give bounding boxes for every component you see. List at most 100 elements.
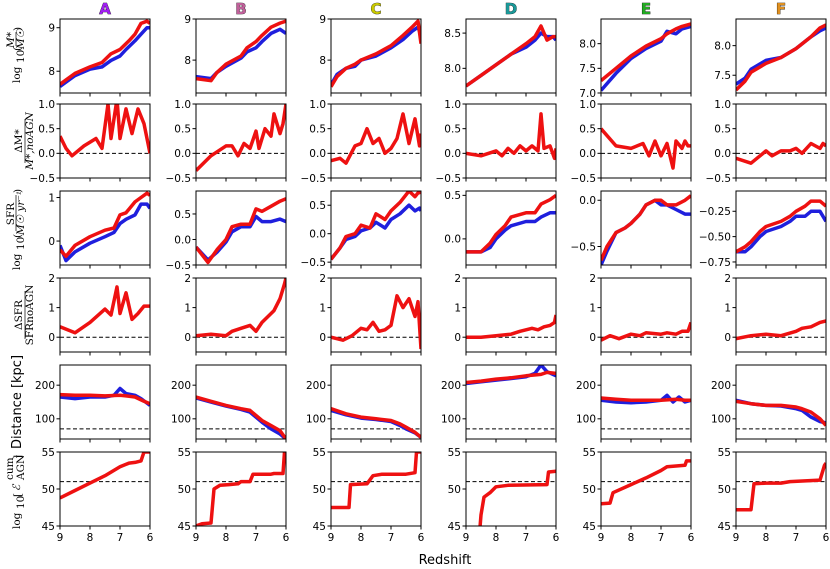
series-line-noagn [478,469,556,526]
series-line-agn [60,202,150,263]
y-tick-label: −0.5 [301,173,327,185]
panel-energy-D: 45 50 55 9 8 7 6 [448,447,560,544]
ylabel-symbol: ℰ [11,483,23,491]
y-tick-label: 0.0 [714,148,731,160]
x-tick-label: 9 [733,532,740,544]
x-tick-label: 7 [523,532,530,544]
panel-energy-C: 45 50 55 9 8 7 6 [313,447,425,544]
y-tick-label: 45 [583,521,596,533]
panel-frame [330,451,422,527]
ylabel-den: M☉ yr⁻¹ [15,191,27,236]
series-line-noagn [601,396,691,403]
y-tick-label: 0.5 [309,200,326,212]
x-tick-label: 9 [328,532,335,544]
ylabel-sub: 10 [15,237,27,250]
panel-frame [735,18,827,94]
y-tick-label: 100 [576,414,596,426]
series-line-noagn [331,294,421,350]
x-tick-label: 7 [388,532,395,544]
y-tick-label: 1 [319,302,326,314]
series-line-noagn [331,452,421,510]
y-tick-label: 45 [178,521,191,533]
y-tick-label: −0.5 [571,241,597,253]
ylabel-text: Distance [kpc] [10,355,25,449]
series-line-noagn [196,197,286,265]
ylabel-den: M☉ [15,28,27,50]
y-tick-label: −0.50 [699,231,731,243]
y-tick-label: 1.0 [444,99,461,111]
ylabel-paren: ) [12,27,24,31]
panel-frame [330,190,422,266]
x-tick-label: 8 [763,532,770,544]
y-axis-label-stellar-mass: log 10(M*M☉) [5,27,27,83]
y-tick-label: 0.5 [38,123,55,135]
panel-stellar-mass-A: 89 [48,18,151,97]
series-line-noagn [60,452,150,500]
y-tick-label: 200 [35,380,55,392]
ylabel-log: log [11,253,23,270]
y-tick-label: 1 [48,192,55,204]
y-tick-label: 8.0 [714,40,731,52]
y-tick-label: 8.5 [444,28,461,40]
panel-sfr-E: −0.5 0.0 [571,190,692,269]
series-line-agn [466,211,556,254]
series-line-noagn [466,24,556,88]
y-tick-label: 8 [48,66,55,78]
panel-energy-E: 45 50 55 9 8 7 6 [583,447,695,544]
series-line-noagn [601,127,691,170]
x-tick-label: 7 [793,532,800,544]
y-axis-label-mass-ratio: ΔM* M*,noAGN [13,111,36,170]
y-tick-label: 55 [42,447,55,459]
series-line-noagn [466,112,556,161]
y-tick-label: 2 [589,273,596,285]
panel-frame [735,190,827,266]
ylabel-num: ΔM* [13,128,25,152]
x-tick-label: 6 [418,532,425,544]
panel-sfr-ratio-D: 0 1 2 [454,273,557,356]
y-tick-label: −0.5 [436,173,462,185]
series-line-noagn [196,452,286,526]
x-tick-label: 9 [598,532,605,544]
y-tick-label: 2 [454,273,461,285]
y-tick-label: −0.25 [699,206,731,218]
panel-stellar-mass-D: 8.0 8.5 [444,18,557,97]
y-tick-label: 100 [171,414,191,426]
panel-frame [330,277,422,353]
series-line-noagn [601,22,691,83]
y-tick-label: 55 [178,447,191,459]
panel-frame [735,364,827,440]
y-tick-label: 55 [448,447,461,459]
series-line-noagn [196,278,286,338]
y-tick-label: 1.0 [579,99,596,111]
panel-frame [195,451,287,527]
x-tick-label: 9 [57,532,64,544]
ylabel-paren: ( [12,47,24,51]
ylabel-paren: ( [12,234,24,238]
panel-sfr-ratio-F: 0 1 2 [724,273,827,356]
ylabel-bracket: ] [12,455,24,459]
series-line-noagn [60,285,150,335]
panel-sfr-ratio-E: 0 1 2 [589,273,692,356]
panel-frame [465,103,557,179]
y-tick-label: 2 [319,273,326,285]
y-tick-label: 0 [184,332,191,344]
y-tick-label: 200 [576,380,596,392]
ylabel-paren: ) [12,189,24,193]
y-tick-label: 0.5 [714,123,731,135]
y-tick-label: 2 [48,273,55,285]
column-title-F: F [776,0,786,18]
y-axis-label-distance: Distance [kpc] [10,355,25,449]
y-tick-label: 0.0 [174,148,191,160]
series-line-noagn [736,462,826,512]
panel-frame [600,18,692,94]
panel-distance-C: 100 200 [306,364,422,443]
series-line-noagn [196,104,286,172]
ylabel-sup: cum [4,457,16,480]
panel-sfr-ratio-C: 0 1 2 [319,273,422,356]
series-line-noagn [196,19,286,83]
panel-energy-B: 45 50 55 9 8 7 6 [178,447,290,544]
y-tick-label: 0.5 [174,123,191,135]
column-title-B: B [235,0,246,18]
series-line-agn [736,209,826,254]
column-title-A: A [99,0,111,18]
